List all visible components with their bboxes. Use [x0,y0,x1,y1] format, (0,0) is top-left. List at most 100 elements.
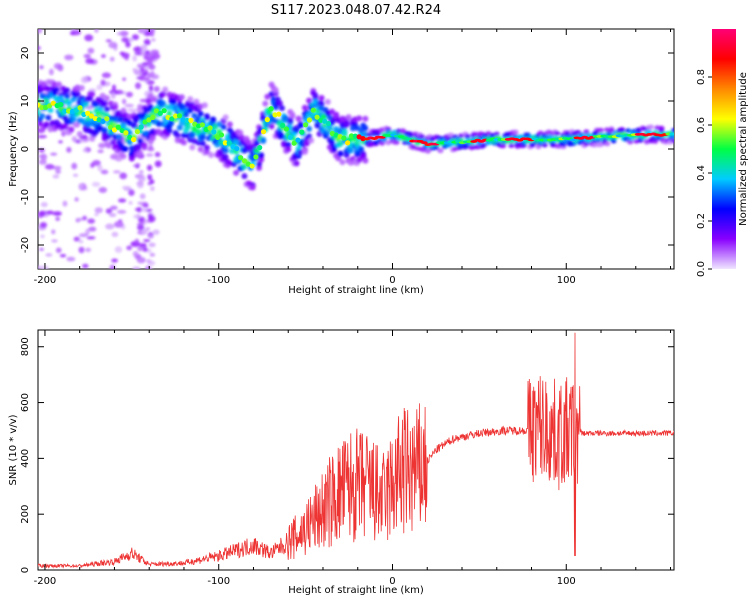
heatmap-cell [40,202,48,208]
heatmap-cell [71,162,78,170]
heatmap-cell [110,139,117,146]
heatmap-cell [278,105,285,112]
heatmap-cell [78,233,88,238]
heatmap-cell [139,193,146,200]
heatmap-cell [143,38,151,46]
heatmap-cell [146,58,154,63]
heatmap-cell [39,104,45,111]
heatmap-cell [62,123,69,130]
heatmap-cell [237,129,244,136]
heatmap-cell [149,179,155,185]
heatmap-cell [145,153,154,157]
heatmap-cell [44,163,55,170]
heatmap-cell [119,172,128,180]
heatmap-cell [101,100,108,107]
heatmap-cell [111,258,118,263]
heatmap-cell [306,125,313,132]
heatmap-cell [293,160,300,167]
heatmap-cell [38,29,43,34]
heatmap-cell [43,121,50,128]
snr-y-label: SNR (10 * v/v) [8,414,19,485]
heatmap-cell [55,169,61,174]
snr-y-tick-label: 0 [20,567,31,573]
heatmap-cell [130,136,137,143]
heatmap-cell [39,210,47,217]
heatmap-cell [176,124,183,131]
heatmap-cell [53,86,60,93]
heatmap-cell [112,104,119,111]
heatmap-cell [168,119,175,126]
colorbar-tick-label: 0.2 [696,213,707,229]
heatmap-cell [256,161,263,168]
snr-y-tick-label: 800 [20,337,31,356]
heatmap-cell [72,122,81,128]
heatmap-cell [437,148,444,154]
heatmap-cell [127,134,133,140]
heatmap-cell [174,132,181,139]
heatmap-cell [134,82,142,90]
heatmap-cell [68,126,75,133]
heatmap-cell [77,105,83,111]
heatmap-cell [125,40,131,48]
heatmap-cell [62,108,68,114]
heatmap-cell [352,133,358,139]
heatmap-cell [145,98,152,105]
heatmap-cell [211,129,217,135]
heatmap-cell [40,153,48,161]
heatmap-cell [94,207,103,214]
heatmap-cell [162,86,169,93]
heatmap-cell [283,126,290,132]
heatmap-cell [554,131,561,137]
heatmap-cell [52,174,60,179]
heatmap-cell [142,247,148,252]
heatmap-cell [155,120,162,127]
heatmap-cell [197,110,204,117]
heatmap-cell [89,91,96,98]
heatmap-cell [348,133,355,139]
heatmap-cell [117,198,127,203]
heatmap-cell [230,144,236,150]
heatmap-cell [143,203,149,208]
spectrogram-y-tick-label: 20 [20,47,31,60]
heatmap-cell [101,72,111,79]
heatmap-cell [88,113,95,119]
heatmap-cell [216,121,223,128]
heatmap-cell [220,124,227,131]
heatmap-cell [141,142,148,149]
heatmap-cell [360,136,366,142]
heatmap-cell [138,124,144,130]
heatmap-cell [82,101,89,108]
heatmap-cell [113,170,121,174]
heatmap-cell [105,208,113,214]
heatmap-cell [241,158,248,164]
heatmap-cell [341,128,348,135]
heatmap-cell [195,128,202,135]
heatmap-cell [464,133,471,139]
heatmap-cell [233,169,240,176]
heatmap-cell [94,29,99,33]
heatmap-cell [183,111,190,118]
heatmap-cell [295,137,301,143]
heatmap-cell [301,148,308,155]
heatmap-cell [133,46,143,53]
heatmap-cell [100,118,106,124]
heatmap-cell [91,181,101,187]
heatmap-cell [64,54,74,61]
heatmap-cell [125,91,133,98]
heatmap-cell [285,146,292,153]
heatmap-cell [126,129,133,136]
heatmap-cell [152,229,160,235]
heatmap-cell [326,125,333,132]
heatmap-cell [379,140,386,146]
heatmap-cell [541,142,548,148]
heatmap-cell [38,46,41,50]
heatmap-cell [40,234,45,239]
heatmap-cell [201,102,208,109]
heatmap-cell [318,94,325,101]
heatmap-cell [222,153,229,160]
heatmap-cell [137,175,146,182]
heatmap-cell [82,263,89,269]
heatmap-cell [137,184,144,189]
heatmap-cell [420,141,428,145]
